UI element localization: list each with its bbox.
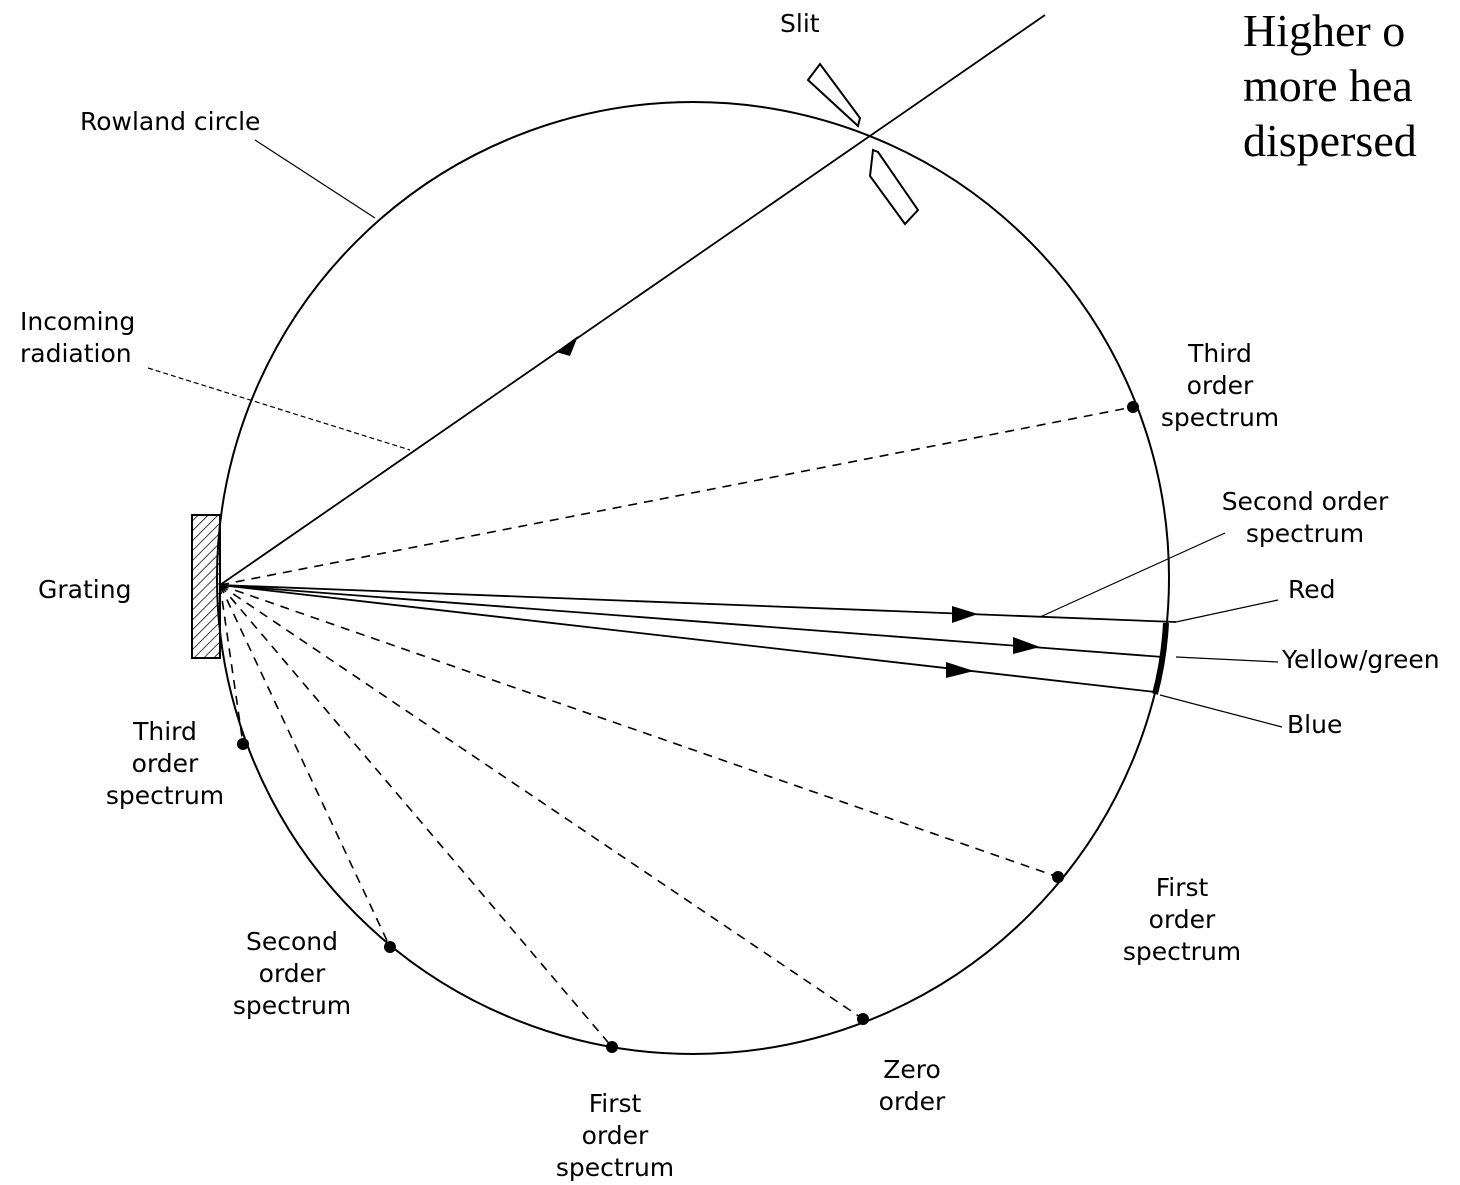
labels: Incoming radiation Third order spectrum Secon… — [20, 307, 1389, 1182]
green-ray — [219, 584, 1164, 658]
label: order — [1149, 905, 1216, 934]
slit-jaw — [868, 148, 920, 226]
arrow — [946, 662, 974, 678]
label: Third — [1187, 339, 1252, 368]
label: spectrum — [1246, 519, 1364, 548]
order-point — [384, 941, 396, 953]
rowland-circle — [216, 101, 1170, 1055]
label: Blue — [1287, 710, 1342, 739]
leader-line — [1175, 599, 1279, 623]
label: order — [1187, 371, 1254, 400]
order-point — [1127, 401, 1139, 413]
label: Yellow/green — [1281, 645, 1440, 674]
blue-ray — [219, 584, 1156, 693]
label: First — [1156, 873, 1209, 902]
order-point — [606, 1041, 618, 1053]
leader-line — [1039, 532, 1226, 618]
label: Zero — [883, 1055, 941, 1084]
leader-line — [1175, 656, 1279, 663]
note-line: dispersed — [1243, 115, 1417, 166]
label: spectrum — [106, 781, 224, 810]
label: Rowland circle — [80, 107, 260, 136]
label: spectrum — [556, 1153, 674, 1182]
label: Second — [246, 927, 338, 956]
label: radiation — [20, 339, 132, 368]
label: spectrum — [233, 991, 351, 1020]
label: Third — [132, 717, 197, 746]
label: spectrum — [1123, 937, 1241, 966]
order-points — [237, 401, 1139, 1053]
arrow — [1013, 637, 1040, 654]
label: order — [582, 1121, 649, 1150]
order-point — [1052, 871, 1064, 883]
arrow — [952, 606, 978, 623]
label: order — [132, 749, 199, 778]
label: Slit — [780, 9, 820, 38]
label: Grating — [38, 575, 131, 604]
dashed-ray — [219, 584, 864, 1020]
red-ray — [219, 584, 1177, 623]
dashed-ray — [219, 584, 244, 745]
leader-line — [1159, 694, 1283, 728]
label: spectrum — [1161, 403, 1279, 432]
spectrum-band — [1152, 622, 1169, 695]
order-point — [237, 738, 249, 750]
note-line: Higher o — [1243, 5, 1405, 56]
dashed-ray — [219, 584, 391, 948]
label: order — [259, 959, 326, 988]
incoming-ray — [219, 14, 1046, 586]
slit-jaw — [806, 62, 862, 128]
grating — [191, 514, 221, 659]
dashed-ray — [219, 584, 1059, 878]
order-point — [857, 1013, 869, 1025]
dashed-ray — [219, 584, 613, 1048]
arrow — [556, 336, 578, 356]
label: Second order — [1222, 487, 1389, 516]
leader-line — [147, 367, 411, 451]
label: Incoming — [20, 307, 135, 336]
label: order — [879, 1087, 946, 1116]
note-line: more hea — [1243, 60, 1413, 111]
dashed-ray — [219, 406, 1134, 586]
leader-line — [254, 139, 376, 219]
label: Red — [1288, 575, 1336, 604]
label: First — [589, 1089, 642, 1118]
